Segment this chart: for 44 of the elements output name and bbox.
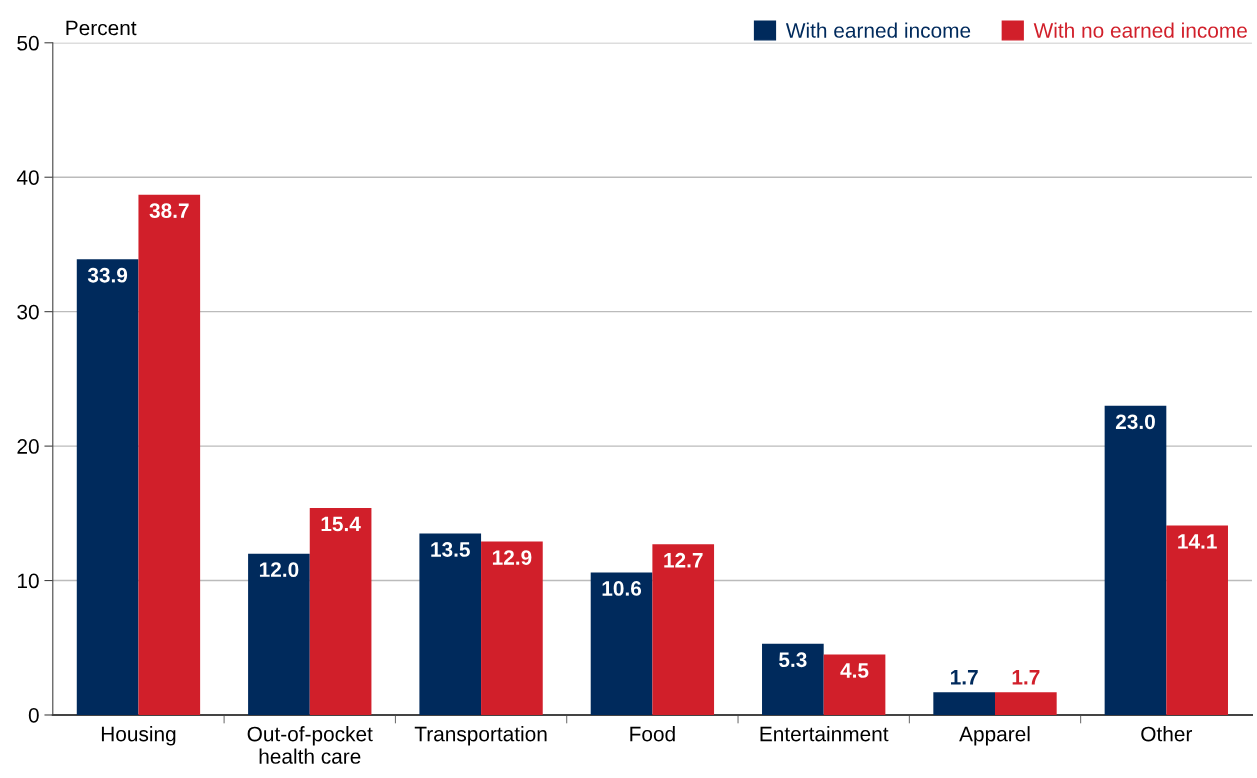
bar <box>419 533 482 715</box>
data-label: 1.7 <box>951 670 978 685</box>
bar <box>823 654 886 715</box>
bar <box>762 643 824 715</box>
bar <box>995 692 1057 715</box>
bar <box>138 194 201 715</box>
bar <box>1166 525 1228 715</box>
x-tick-label: Housing <box>101 726 176 746</box>
y-tick-label: 0 <box>28 707 39 723</box>
bar <box>248 553 310 715</box>
x-tick-label: Food <box>630 726 675 742</box>
data-label: 23.0 <box>1115 414 1155 430</box>
data-label: 10.6 <box>602 581 642 596</box>
y-axis-title: Percent <box>66 20 137 36</box>
x-tick-label: Apparel <box>959 726 1030 746</box>
legend-label: With earned income <box>785 22 971 38</box>
data-label: 14.1 <box>1178 534 1217 549</box>
bar <box>309 507 372 715</box>
data-label: 5.3 <box>779 652 807 668</box>
x-tick-label: Transportation <box>414 726 547 746</box>
x-tick-label: Entertainment <box>760 726 889 742</box>
bar <box>652 544 715 715</box>
data-label: 1.7 <box>1012 670 1040 685</box>
data-label: 12.9 <box>492 550 532 565</box>
data-label: 33.9 <box>87 267 128 283</box>
legend-label: With no earned income <box>1033 22 1247 38</box>
bar <box>76 259 139 715</box>
data-label: 12.7 <box>664 552 703 568</box>
data-label: 13.5 <box>431 542 470 557</box>
bar <box>590 572 653 715</box>
y-tick-label: 40 <box>16 170 39 185</box>
y-tick-label: 20 <box>17 439 39 454</box>
data-label: 4.5 <box>840 663 869 678</box>
bar <box>933 692 996 715</box>
data-label: 12.0 <box>259 562 299 578</box>
y-tick-label: 30 <box>17 304 39 320</box>
x-tick-label: Out-of-pocket health care <box>247 726 373 764</box>
x-tick-label: Other <box>1141 726 1193 742</box>
bar <box>1104 405 1167 715</box>
y-tick-label: 10 <box>18 573 39 589</box>
data-label: 15.4 <box>321 516 361 532</box>
y-tick-label: 50 <box>17 35 39 51</box>
data-label: 38.7 <box>149 203 189 219</box>
bar <box>481 541 543 715</box>
